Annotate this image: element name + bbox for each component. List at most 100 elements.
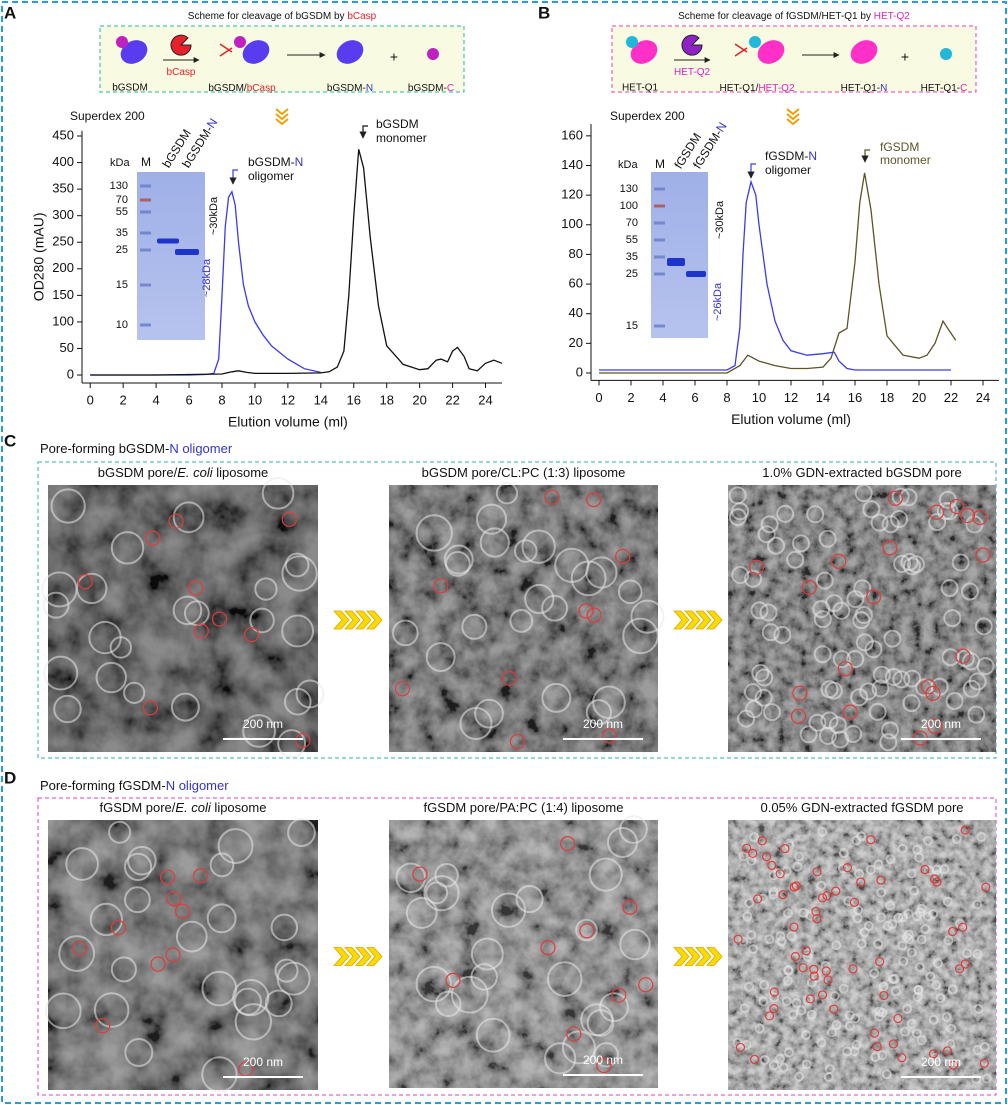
pore-marker [932,877,942,887]
pore-ring [871,679,890,698]
gel-band [686,271,706,277]
panel-label: B [538,3,550,22]
pore-ring [58,935,96,972]
pore-marker [790,951,800,962]
pore-ring [865,864,876,875]
scale-label: 200 nm [583,1053,623,1067]
pore-ring [778,1062,789,1073]
pore-ring [914,962,925,973]
image-caption-part: 0.05% GDN-extracted fGSDM pore [760,800,963,815]
pore-ring [883,629,902,648]
scheme-label-part: bCasp [167,67,196,78]
gel-band-label-part: ~30kDa [714,200,726,239]
gel-marker: 15 [116,279,128,291]
pore-marker [928,504,945,520]
pore-ring [744,569,763,588]
protein-icon [234,36,246,48]
series-line [90,149,503,376]
pore-ring [889,973,900,984]
pore-marker [893,1013,903,1024]
pore-marker [749,1054,760,1065]
gel-marker: 70 [626,217,638,229]
pore-ring [758,996,769,1007]
pore-ring [972,949,983,960]
series-line [599,172,957,374]
pore-marker [188,580,204,596]
pore-marker [559,836,576,852]
pore-ring [906,555,925,574]
pore-ring [170,692,200,722]
chevron-arrow [333,610,350,630]
pore-ring [127,845,157,876]
gel-marker: 70 [116,194,128,206]
y-tick-label: 300 [52,207,74,222]
pore-ring [820,680,839,699]
pore-ring [761,623,780,642]
pore-marker [586,492,602,508]
annotation: oligomer [248,169,294,183]
pore-ring [622,617,659,655]
pore-marker [145,530,161,546]
gel-unit: kDa [110,157,130,169]
protein-icon [242,40,270,64]
image-caption-part: liposome [213,465,269,480]
pore-marker [742,843,752,853]
pore-marker [748,848,758,859]
pore-ring [838,848,849,859]
pore-ring [973,1004,984,1015]
pore-marker [809,971,819,981]
pore-ring [801,1059,812,1070]
y-tick-label: 80 [569,246,583,261]
pore-ring [792,861,803,872]
scheme-label-part: bGSDM- [327,83,366,94]
annotation: Superdex 200 [70,109,145,123]
pore-marker [433,578,449,594]
pore-ring [108,820,132,844]
scheme-label: bGSDM/bCasp [208,83,276,94]
gel-image [651,172,708,338]
annotation: oligomer [765,163,811,177]
pore-ring [475,1017,511,1053]
scheme-label-part: bGSDM/ [208,83,247,94]
protease-icon [681,34,703,56]
pore-marker [960,825,970,835]
pore-ring [287,818,316,847]
pore-ring [630,599,665,634]
pore-ring [931,980,942,991]
pore-ring [906,868,917,879]
pore-ring [928,909,939,920]
annotation: monomer [880,153,931,167]
protein-icon [336,40,364,64]
scheme-box [611,25,977,93]
micrograph-tone [728,485,996,752]
pore-marker [831,886,841,896]
x-tick-label: 24 [478,392,492,407]
pore-ring [974,617,993,636]
pore-ring [773,625,792,644]
panel-title-part: Pore-forming bGSDM- [40,441,169,456]
x-tick-label: 16 [347,392,361,407]
pore-ring [744,981,755,992]
pore-ring [395,862,426,893]
pore-ring [800,1029,811,1040]
pore-ring [859,682,878,701]
pore-marker [71,940,88,956]
pore-ring [732,1037,743,1048]
pore-ring [915,678,934,697]
y-tick-label: 20 [569,335,583,350]
pore-marker [929,874,940,884]
pore-ring [93,992,130,1028]
pore-ring [509,608,534,633]
pore-marker [869,1028,880,1038]
gel-marker: 10 [116,319,128,331]
pore-ring [760,515,779,534]
pore-ring [976,831,987,842]
pore-ring [892,670,911,689]
pore-ring [878,981,889,992]
x-tick-label: 22 [445,392,459,407]
pore-ring [869,968,880,979]
pore-ring [831,940,842,951]
pore-ring [813,610,832,629]
pore-ring [783,966,794,977]
